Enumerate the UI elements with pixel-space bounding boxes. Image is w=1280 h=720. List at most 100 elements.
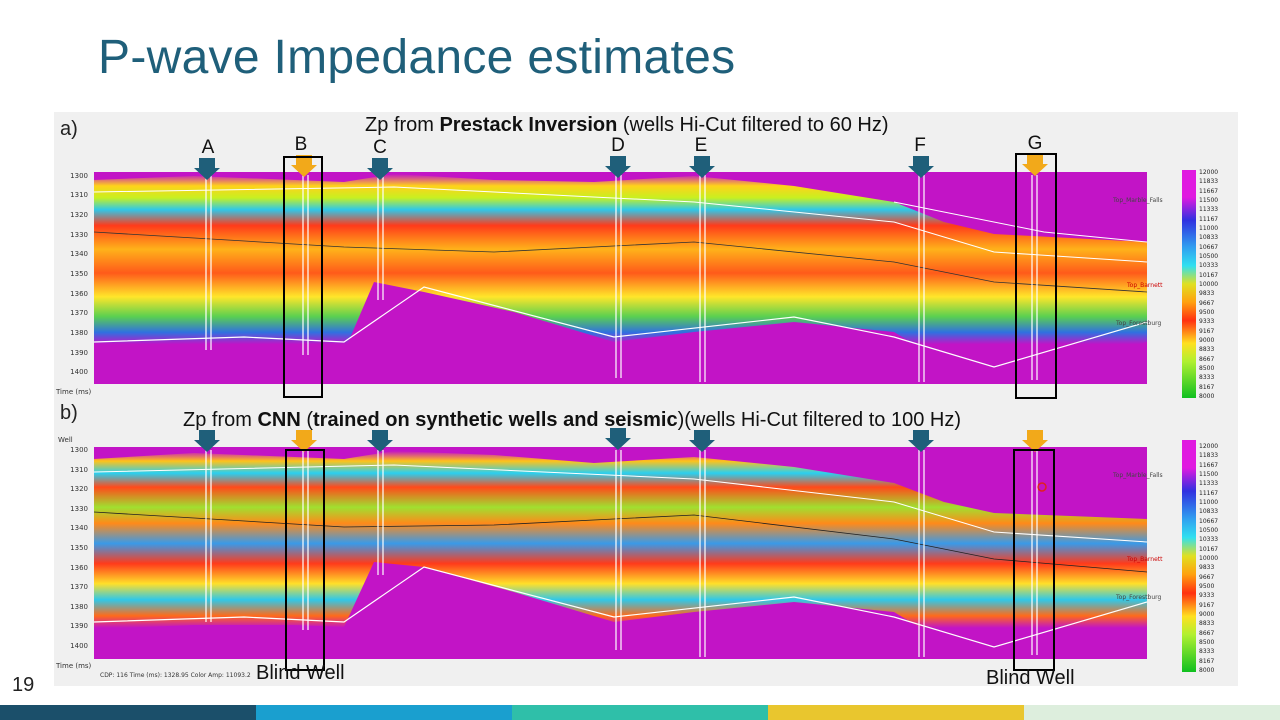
status-readout: CDP: 116 Time (ms): 1328.95 Color Amp: 1… <box>100 672 251 679</box>
colorbar-value: 11833 <box>1199 452 1219 460</box>
panel-b-caption: Zp from CNN (trained on synthetic wells … <box>183 409 961 431</box>
colorbar-value: 11167 <box>1199 215 1219 223</box>
colorbar-value: 9667 <box>1199 299 1215 307</box>
colorbar-value: 9333 <box>1199 592 1215 600</box>
colorbar-value: 8667 <box>1199 355 1215 363</box>
colorbar-value: 11333 <box>1199 206 1219 214</box>
colorbar-value: 11667 <box>1199 187 1219 195</box>
colorbar-value: 9333 <box>1199 318 1215 326</box>
tick: 1320 <box>70 485 88 493</box>
blind-well-box-b-a <box>283 156 323 398</box>
colorbar-value: 12000 <box>1199 443 1219 450</box>
well-label-g: G <box>1027 133 1043 154</box>
colorbar-value: 8000 <box>1199 667 1215 674</box>
tick: 1390 <box>70 349 88 357</box>
colorbar-value: 10500 <box>1199 527 1219 534</box>
tick: 1300 <box>70 446 88 454</box>
footer-bar-3 <box>512 705 768 720</box>
colorbar-value: 11000 <box>1199 225 1219 232</box>
colorbar-value: 10833 <box>1199 508 1219 516</box>
colorbar-value: 9667 <box>1199 573 1215 581</box>
footer-bar-2 <box>256 705 512 720</box>
colorbar-a <box>1182 170 1196 398</box>
colorbar-value: 10333 <box>1199 262 1219 270</box>
well-label-a: A <box>201 137 215 158</box>
footer-bar-1 <box>0 705 256 720</box>
tick: 1350 <box>70 544 88 552</box>
colorbar-value: 11500 <box>1199 471 1219 478</box>
colorbar-value: 10000 <box>1199 555 1219 562</box>
well-label-c: C <box>373 137 387 158</box>
colorbar-value: 8667 <box>1199 629 1215 637</box>
tick: 1390 <box>70 622 88 630</box>
tick: 1310 <box>70 466 88 474</box>
colorbar-value: 9500 <box>1199 309 1215 316</box>
blind-well-box-g-a <box>1015 153 1057 399</box>
colorbar-value: 8000 <box>1199 393 1215 400</box>
colorbar-value: 9167 <box>1199 327 1215 335</box>
footer-bar-5 <box>1024 705 1280 720</box>
colorbar-value: 8500 <box>1199 365 1215 372</box>
panel-a-caption: Zp from Prestack Inversion (wells Hi-Cut… <box>365 114 889 136</box>
tick: 1400 <box>70 368 88 376</box>
well-label-e: E <box>694 135 708 156</box>
colorbar-value: 8167 <box>1199 657 1215 665</box>
colorbar-value: 10500 <box>1199 253 1219 260</box>
colorbar-value: 12000 <box>1199 169 1219 176</box>
colorbar-value: 8500 <box>1199 639 1215 646</box>
colorbar-value: 10667 <box>1199 517 1219 525</box>
tick: 1370 <box>70 309 88 317</box>
well-label-b: B <box>294 134 308 155</box>
page-title: P-wave Impedance estimates <box>98 31 736 84</box>
colorbar-value: 9500 <box>1199 583 1215 590</box>
blind-well-label-b: Blind Well <box>256 662 345 684</box>
horizon-label: Top_Forestburg <box>1116 594 1162 601</box>
tick: 1320 <box>70 211 88 219</box>
colorbar-value: 11500 <box>1199 197 1219 204</box>
colorbar-value: 10000 <box>1199 281 1219 288</box>
well-label-f: F <box>914 135 926 156</box>
tick: 1360 <box>70 564 88 572</box>
footer-bar-4 <box>768 705 1024 720</box>
colorbar-value: 9167 <box>1199 601 1215 609</box>
colorbar-value: 11833 <box>1199 178 1219 186</box>
horizon-label: Top_Marble_Falls <box>1113 472 1163 479</box>
colorbar-value: 10833 <box>1199 234 1219 242</box>
tick: 1340 <box>70 524 88 532</box>
tick: 1340 <box>70 250 88 258</box>
tick: 1300 <box>70 172 88 180</box>
well-axis-label: Well <box>58 436 73 444</box>
colorbar-b <box>1182 440 1196 672</box>
tick: 1310 <box>70 191 88 199</box>
tick: 1370 <box>70 583 88 591</box>
well-label-d: D <box>611 135 625 156</box>
colorbar-value: 10167 <box>1199 271 1219 279</box>
blind-well-box-g-b <box>1013 449 1055 671</box>
blind-well-box-b-b <box>285 449 325 671</box>
colorbar-value: 10167 <box>1199 545 1219 553</box>
colorbar-value: 9000 <box>1199 611 1215 618</box>
horizon-label: Top_Forestburg <box>1116 320 1162 327</box>
colorbar-value: 8833 <box>1199 620 1215 628</box>
colorbar-value: 9000 <box>1199 337 1215 344</box>
panel-b-letter: b) <box>60 402 78 424</box>
panel-a-letter: a) <box>60 118 78 140</box>
tick: 1350 <box>70 270 88 278</box>
colorbar-value: 11000 <box>1199 499 1219 506</box>
seismic-section-a <box>94 172 1147 384</box>
horizon-label: Top_Barnett <box>1127 282 1163 289</box>
axis-label-a: Time (ms) <box>56 388 92 396</box>
blind-well-label-g: Blind Well <box>986 667 1075 689</box>
colorbar-value: 8333 <box>1199 648 1215 656</box>
page-number: 19 <box>12 674 35 696</box>
colorbar-value: 11667 <box>1199 461 1219 469</box>
horizon-label: Top_Barnett <box>1127 556 1163 563</box>
tick: 1400 <box>70 642 88 650</box>
colorbar-value: 11167 <box>1199 489 1219 497</box>
colorbar-value: 8333 <box>1199 374 1215 382</box>
tick: 1380 <box>70 603 88 611</box>
axis-label-b: Time (ms) <box>56 662 92 670</box>
tick: 1330 <box>70 231 88 239</box>
colorbar-value: 10667 <box>1199 243 1219 251</box>
horizon-label: Top_Marble_Falls <box>1113 197 1163 204</box>
